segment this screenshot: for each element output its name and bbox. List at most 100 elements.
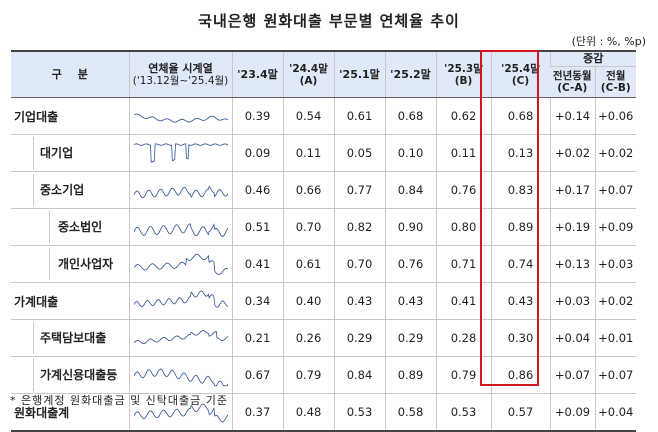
sparkline — [133, 223, 228, 237]
row-label: 가계대출 — [14, 294, 59, 309]
sparkline — [133, 253, 228, 275]
sparkline-cell — [128, 208, 232, 246]
row-label: 대기업 — [33, 137, 129, 169]
row-label-cell: 개인사업자 — [11, 245, 129, 283]
change-yoy: +0.09 — [549, 393, 595, 432]
value-23-4: 0.39 — [231, 97, 283, 135]
value-23-4: 0.51 — [231, 208, 283, 246]
table-row: 개인사업자 0.41 0.61 0.70 0.76 0.71 0.74 +0.13 +0.03 — [11, 245, 636, 283]
value-24-4: 0.26 — [282, 319, 334, 357]
change-yoy: +0.02 — [549, 134, 595, 172]
sparkline — [133, 368, 228, 387]
sparkline-path — [133, 223, 228, 237]
value-25-2: 0.43 — [384, 282, 436, 320]
sparkline-cell — [128, 319, 232, 357]
table-row: 주택담보대출 0.21 0.26 0.29 0.29 0.28 0.30 +0.04 +0.01 — [11, 319, 636, 357]
value-24-4: 0.66 — [282, 171, 334, 209]
value-24-4: 0.11 — [282, 134, 334, 172]
change-yoy: +0.03 — [549, 282, 595, 320]
change-yoy: +0.07 — [549, 356, 595, 394]
value-25-1: 0.53 — [333, 393, 385, 432]
value-25-3: 0.11 — [435, 134, 491, 172]
change-yoy: +0.13 — [549, 245, 595, 283]
change-yoy: +0.14 — [549, 97, 595, 135]
value-23-4: 0.41 — [231, 245, 283, 283]
sparkline-path — [133, 185, 228, 199]
header-change-group: 증감 — [549, 50, 636, 67]
value-25-3: 0.76 — [435, 171, 491, 209]
sparkline-path — [133, 290, 228, 308]
value-25-3: 0.28 — [435, 319, 491, 357]
value-24-4: 0.48 — [282, 393, 334, 432]
value-25-4: 0.57 — [490, 393, 550, 432]
table-row: 중소법인 0.51 0.70 0.82 0.90 0.80 0.89 +0.19 +0.09 — [11, 208, 636, 246]
change-mom: +0.06 — [594, 97, 636, 135]
table-row: 기업대출 0.39 0.54 0.61 0.68 0.62 0.68 +0.14 +0.06 — [11, 97, 636, 135]
row-label-cell: 대기업 — [11, 134, 129, 172]
value-25-3: 0.41 — [435, 282, 491, 320]
sparkline-path — [133, 253, 228, 275]
value-23-4: 0.67 — [231, 356, 283, 394]
row-label: 중소법인 — [49, 211, 129, 243]
row-label-cell: 가계신용대출등 — [11, 356, 129, 394]
value-23-4: 0.21 — [231, 319, 283, 357]
change-yoy: +0.19 — [549, 208, 595, 246]
table-row: 중소기업 0.46 0.66 0.77 0.84 0.76 0.83 +0.17 +0.07 — [11, 171, 636, 209]
page-title: 국내은행 원화대출 부문별 연체율 추이 — [198, 12, 460, 30]
value-25-4: 0.68 — [490, 97, 550, 135]
sparkline-path — [133, 330, 228, 345]
header-mom: 전월 (C-B) — [594, 66, 636, 98]
row-label-cell: 가계대출 — [11, 282, 129, 320]
row-label: 중소기업 — [33, 174, 129, 206]
value-25-2: 0.68 — [384, 97, 436, 135]
value-24-4: 0.40 — [282, 282, 334, 320]
value-25-3: 0.80 — [435, 208, 491, 246]
value-25-2: 0.58 — [384, 393, 436, 432]
value-25-4: 0.83 — [490, 171, 550, 209]
unit-label: (단위 : %, %p) — [571, 35, 646, 48]
row-label: 가계신용대출등 — [33, 359, 129, 391]
header-25-2: '25.2말 — [384, 50, 436, 98]
value-24-4: 0.54 — [282, 97, 334, 135]
sparkline-path — [133, 368, 228, 387]
change-yoy: +0.17 — [549, 171, 595, 209]
sparkline-cell — [128, 134, 232, 172]
value-25-4: 0.30 — [490, 319, 550, 357]
value-25-2: 0.90 — [384, 208, 436, 246]
value-24-4: 0.61 — [282, 245, 334, 283]
change-mom: +0.04 — [594, 393, 636, 432]
value-25-4: 0.89 — [490, 208, 550, 246]
sparkline-cell — [128, 171, 232, 209]
value-25-2: 0.89 — [384, 356, 436, 394]
value-25-1: 0.70 — [333, 245, 385, 283]
row-label-cell: 주택담보대출 — [11, 319, 129, 357]
row-label: 기업대출 — [14, 109, 59, 124]
value-25-4: 0.86 — [490, 356, 550, 394]
sparkline-path — [133, 113, 228, 123]
value-25-1: 0.05 — [333, 134, 385, 172]
header-25-1: '25.1말 — [333, 50, 385, 98]
header-23-4: '23.4말 — [231, 50, 283, 98]
value-25-1: 0.77 — [333, 171, 385, 209]
sparkline — [133, 143, 228, 163]
table-row: 가계신용대출등 0.67 0.79 0.84 0.89 0.79 0.86 +0.07 +0.0… — [11, 356, 636, 394]
change-mom: +0.03 — [594, 245, 636, 283]
sparkline-cell — [128, 356, 232, 394]
value-25-3: 0.53 — [435, 393, 491, 432]
value-23-4: 0.34 — [231, 282, 283, 320]
sparkline — [133, 290, 228, 308]
header-25-3: '25.3말 (B) — [435, 50, 491, 98]
change-mom: +0.09 — [594, 208, 636, 246]
value-24-4: 0.79 — [282, 356, 334, 394]
value-25-2: 0.10 — [384, 134, 436, 172]
value-25-3: 0.79 — [435, 356, 491, 394]
row-label-cell: 중소법인 — [11, 208, 129, 246]
sparkline — [133, 113, 228, 123]
change-yoy: +0.04 — [549, 319, 595, 357]
value-24-4: 0.70 — [282, 208, 334, 246]
value-25-1: 0.61 — [333, 97, 385, 135]
table-row: 대기업 0.09 0.11 0.05 0.10 0.11 0.13 +0.02 +0.02 — [11, 134, 636, 172]
value-25-1: 0.29 — [333, 319, 385, 357]
